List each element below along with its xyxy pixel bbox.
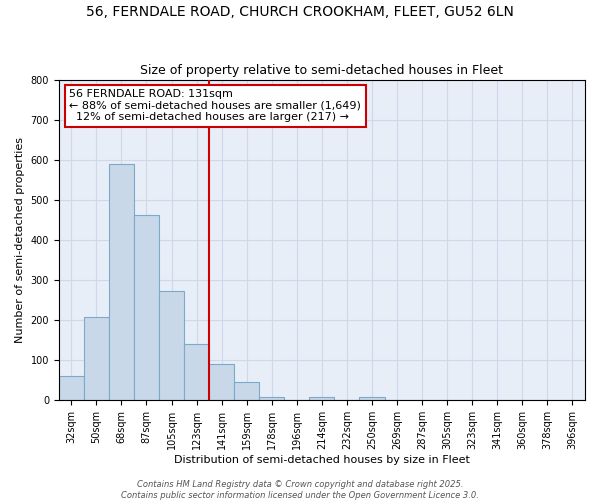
- Text: 56 FERNDALE ROAD: 131sqm
← 88% of semi-detached houses are smaller (1,649)
  12%: 56 FERNDALE ROAD: 131sqm ← 88% of semi-d…: [70, 89, 361, 122]
- Bar: [310, 397, 334, 400]
- Title: Size of property relative to semi-detached houses in Fleet: Size of property relative to semi-detach…: [140, 64, 503, 77]
- Bar: [209, 364, 234, 400]
- Bar: [109, 164, 134, 400]
- Bar: [59, 376, 84, 400]
- Text: Contains HM Land Registry data © Crown copyright and database right 2025.
Contai: Contains HM Land Registry data © Crown c…: [121, 480, 479, 500]
- Bar: [84, 317, 109, 400]
- Bar: [259, 397, 284, 400]
- Bar: [159, 292, 184, 401]
- Text: 56, FERNDALE ROAD, CHURCH CROOKHAM, FLEET, GU52 6LN: 56, FERNDALE ROAD, CHURCH CROOKHAM, FLEE…: [86, 5, 514, 19]
- Bar: [134, 215, 159, 400]
- Y-axis label: Number of semi-detached properties: Number of semi-detached properties: [15, 137, 25, 343]
- Bar: [359, 397, 385, 400]
- Bar: [234, 382, 259, 400]
- X-axis label: Distribution of semi-detached houses by size in Fleet: Distribution of semi-detached houses by …: [174, 455, 470, 465]
- Bar: [184, 344, 209, 401]
